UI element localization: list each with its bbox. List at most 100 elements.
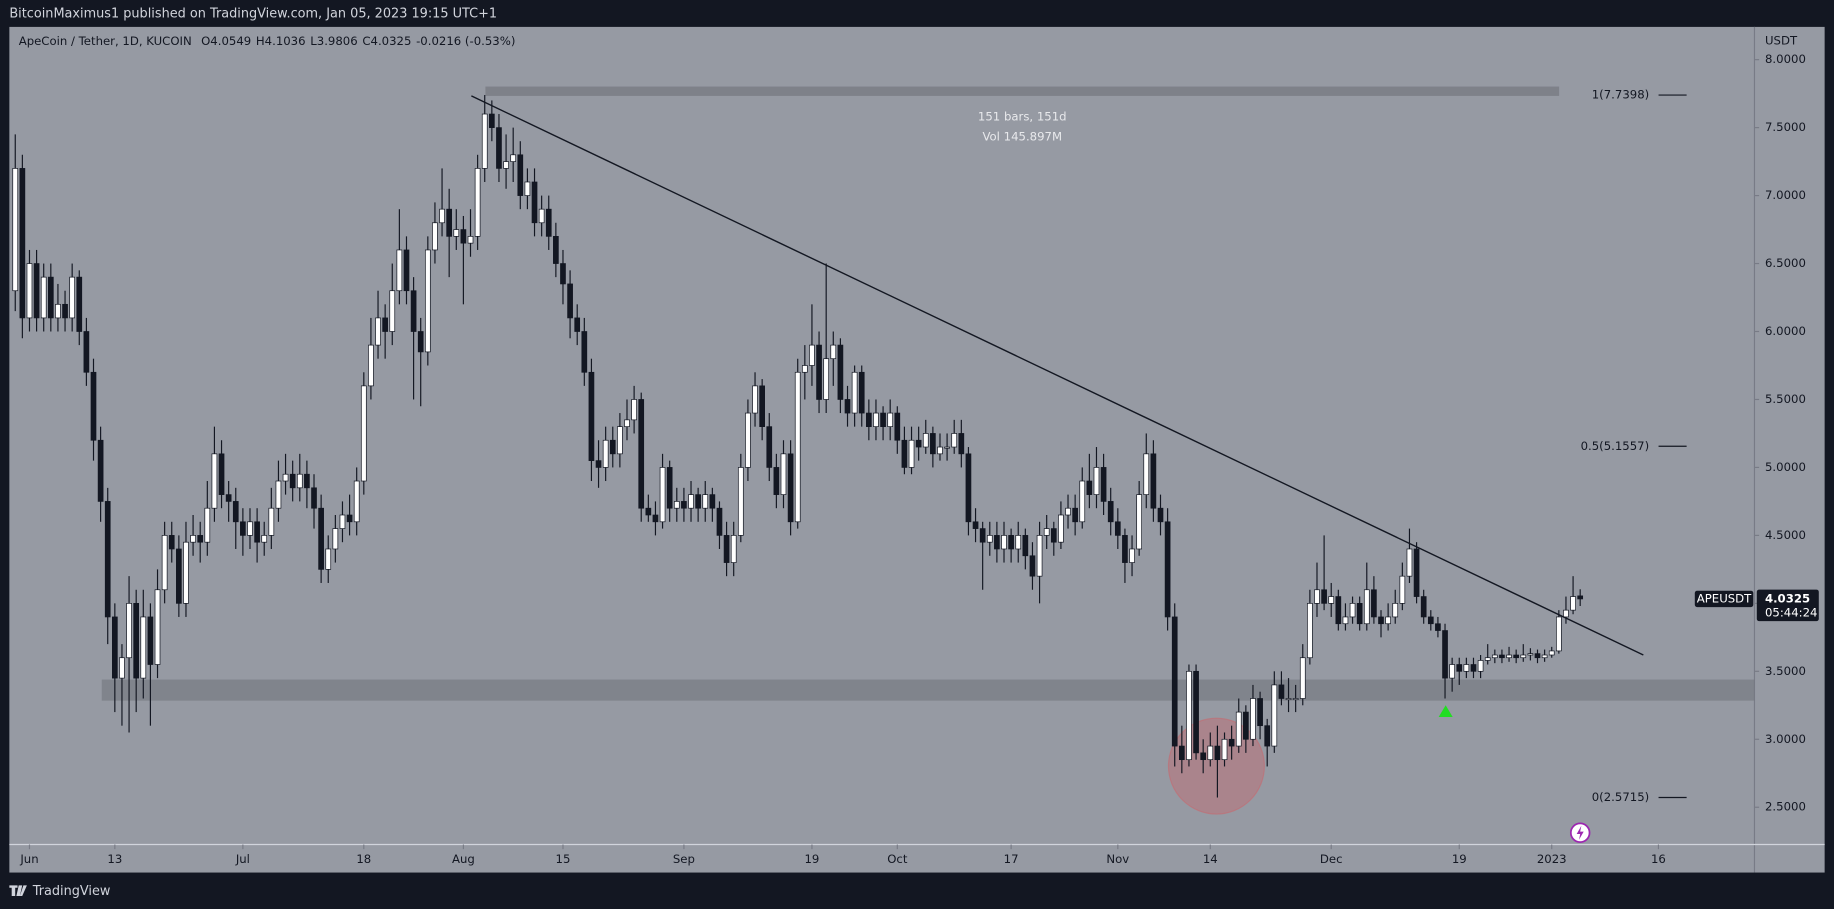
candle-body [716, 507, 723, 536]
candle-body [1100, 467, 1107, 502]
chart-pane [9, 26, 1825, 873]
candle-body [97, 439, 104, 502]
candle-body [446, 208, 453, 237]
candle-body [1563, 609, 1569, 618]
candle-body [1307, 603, 1313, 659]
candle-body [225, 494, 232, 502]
price-unit: USDT [1765, 33, 1798, 47]
candle-body [1385, 616, 1391, 625]
candle-body [190, 535, 196, 543]
candle-body [1171, 616, 1178, 747]
candle-body [275, 480, 282, 509]
range-volume-label: Vol 145.897M [982, 129, 1062, 143]
candle-body [33, 263, 40, 319]
candle-body [553, 236, 559, 264]
candle-body [1178, 745, 1185, 761]
candle-body [481, 113, 488, 169]
candle-body [1022, 535, 1029, 557]
candle-body [1463, 664, 1470, 672]
candle-body [1356, 603, 1363, 625]
candle-body [1491, 654, 1498, 659]
candle-body [1349, 603, 1356, 618]
candle-body [567, 283, 573, 319]
candle-body [140, 616, 147, 679]
candle-body [325, 548, 332, 570]
candle-body [922, 433, 929, 448]
candle-body [1271, 684, 1278, 747]
candle-body [752, 385, 758, 414]
quote-line: ApeCoin / Tether, 1D, KUCOIN O4.0549 H4.10… [19, 33, 516, 47]
candle-body [1413, 548, 1420, 597]
candle-body [1435, 623, 1441, 631]
candle-body [1278, 684, 1285, 699]
candle-body [873, 412, 879, 428]
candle-body [69, 276, 76, 319]
axes: 2.50003.00003.50004.00004.50005.00005.50… [19, 52, 1806, 866]
candle-body [467, 236, 474, 244]
candle-body [232, 501, 239, 523]
x-tick-label: Oct [887, 852, 908, 866]
candle-body [1207, 745, 1214, 761]
candle-body [1221, 738, 1228, 761]
candle-body [631, 399, 637, 421]
candle-body [1072, 507, 1078, 523]
candle-body [346, 514, 353, 523]
brand-name: TradingView [32, 884, 111, 899]
candle-body [1534, 653, 1541, 659]
candle-body [247, 521, 253, 536]
candle-body [951, 433, 958, 448]
candle-body [311, 487, 317, 509]
candle-body [745, 412, 751, 468]
candle-body [1050, 528, 1057, 543]
candle-body [183, 541, 189, 604]
y-tick-label: 4.5000 [1765, 528, 1806, 542]
candle-body [503, 161, 509, 169]
chart-root: BitcoinMaximus1 published on TradingView… [9, 7, 1825, 899]
candle-body [204, 507, 211, 543]
candle-body [318, 507, 324, 570]
fib-levels: 1(7.7398) 0.5(5.1557) 0(2.5715) [1581, 88, 1687, 804]
candle-body [1193, 670, 1199, 754]
y-tick-label: 6.0000 [1765, 324, 1806, 338]
candle-body [403, 249, 410, 292]
quote-change: -0.0216 (-0.53%) [416, 33, 515, 47]
candle-body [994, 535, 1000, 550]
candle-body [62, 303, 68, 319]
candle-body [496, 127, 502, 169]
candle-body [439, 208, 445, 224]
candle-body [801, 365, 808, 373]
candle-body [55, 303, 61, 319]
candle-body [1470, 664, 1477, 672]
candle-body [787, 453, 794, 523]
candle-body [289, 473, 296, 489]
ticker-box [1694, 590, 1754, 608]
candle-body [1058, 514, 1064, 543]
candle-body [147, 616, 154, 665]
x-tick-label: Jul [235, 852, 250, 866]
candle-body [1420, 596, 1427, 618]
x-tick-label: 16 [1651, 852, 1666, 866]
candle-body [510, 154, 517, 162]
candle-body [1065, 507, 1071, 516]
candle-body [944, 446, 950, 449]
candle-body [1335, 596, 1342, 625]
candle-body [645, 507, 652, 516]
candle-body [1086, 480, 1093, 495]
candle-body [1164, 521, 1171, 618]
candle-body [609, 439, 616, 455]
candle-body [1129, 548, 1135, 563]
candle-body [211, 453, 218, 509]
candle-body [880, 412, 886, 428]
candle-body [809, 344, 815, 366]
candle-body [1157, 507, 1164, 523]
candle-body [133, 603, 140, 679]
candle-body [1541, 654, 1548, 659]
x-tick-label: 17 [1004, 852, 1019, 866]
candle-body [1378, 616, 1384, 625]
candle-body [1513, 654, 1520, 659]
range-bars-label: 151 bars, 151d [978, 109, 1067, 123]
candle-body [1449, 664, 1455, 679]
candle-body [1136, 494, 1142, 550]
candle-body [1406, 548, 1413, 577]
